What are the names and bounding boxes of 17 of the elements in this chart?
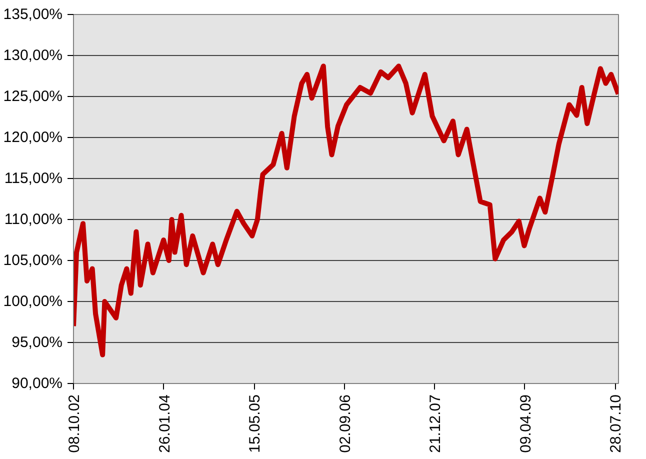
x-tick-label: 15.05.05: [246, 394, 264, 453]
y-tick-label: 120,00%: [3, 129, 62, 146]
y-tick-label: 110,00%: [4, 211, 63, 228]
y-tick-label: 90,00%: [12, 375, 62, 392]
y-tick-label: 95,00%: [12, 334, 62, 351]
y-tick-label: 135,00%: [3, 6, 62, 23]
x-tick-label: 21.12.07: [427, 394, 444, 453]
x-tick-label: 02.09.06: [336, 394, 354, 453]
y-tick-label: 115,00%: [4, 170, 63, 187]
x-tick-label: 26.01.04: [156, 394, 174, 453]
x-tick-label: 09.04.09: [517, 394, 534, 453]
y-tick-label: 105,00%: [3, 252, 62, 269]
x-tick-label: 28.07.10: [608, 394, 625, 453]
y-tick-label: 100,00%: [3, 293, 62, 310]
x-tick-label: 08.10.02: [66, 394, 83, 453]
y-tick-label: 125,00%: [3, 88, 62, 105]
y-tick-label: 130,00%: [3, 47, 62, 64]
